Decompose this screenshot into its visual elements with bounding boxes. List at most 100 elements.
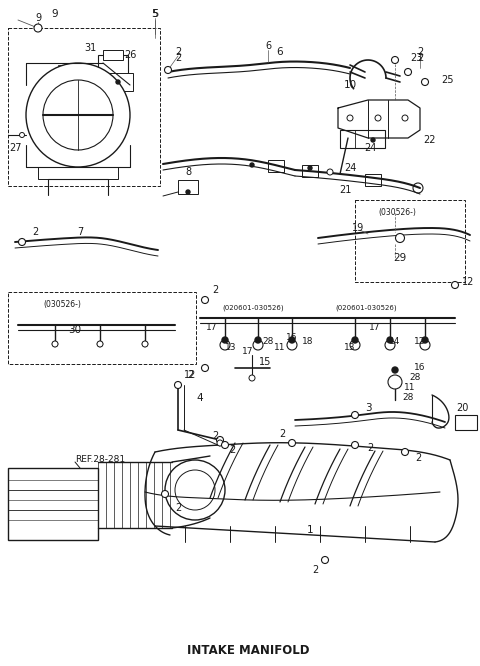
Circle shape [52,341,58,347]
Text: 13: 13 [225,344,237,352]
Circle shape [452,282,458,288]
Circle shape [43,80,113,150]
Bar [58,65,83,87]
Text: 13: 13 [344,344,356,352]
Text: 17: 17 [206,324,218,332]
Text: 25: 25 [442,75,454,85]
Text: 26: 26 [124,50,136,60]
Text: (030526-): (030526-) [43,300,81,310]
Circle shape [116,80,120,84]
Circle shape [186,190,190,194]
Circle shape [421,79,429,85]
Text: 12: 12 [414,338,426,346]
Text: 2: 2 [279,429,285,439]
Bar [365,174,381,186]
Text: 11: 11 [404,384,416,392]
Text: 15: 15 [259,357,271,367]
Text: 23: 23 [410,53,422,63]
Text: 2: 2 [175,53,181,63]
Bar [103,50,123,60]
Circle shape [388,375,402,389]
Circle shape [220,340,230,350]
Bar [455,415,477,430]
Circle shape [19,238,25,246]
Circle shape [165,460,225,520]
Bar [340,130,385,148]
Text: 8: 8 [185,167,191,177]
Text: 2: 2 [415,453,421,463]
Text: 27: 27 [9,143,21,153]
Text: 9: 9 [52,9,58,19]
Circle shape [392,57,398,63]
Text: 19: 19 [352,223,364,233]
Circle shape [287,340,297,350]
Text: 4: 4 [197,393,204,403]
Circle shape [289,337,295,343]
Circle shape [202,296,208,304]
Circle shape [175,382,181,388]
Text: 6: 6 [265,41,271,51]
Bar [268,160,284,172]
Circle shape [308,166,312,170]
Bar [8,28,160,186]
Text: 14: 14 [389,338,401,346]
Text: 31: 31 [84,43,96,53]
Bar [8,292,196,364]
Circle shape [143,342,147,346]
Circle shape [142,341,148,347]
Text: 20: 20 [456,403,468,413]
Circle shape [97,342,103,346]
Circle shape [401,448,408,456]
Text: 16: 16 [286,334,298,342]
Circle shape [165,67,171,73]
Text: 17: 17 [369,324,381,332]
Text: 17: 17 [242,348,254,356]
Text: 2: 2 [367,443,373,453]
Circle shape [351,442,359,448]
Circle shape [253,340,263,350]
Text: 5: 5 [152,9,158,19]
Circle shape [347,115,353,121]
Text: 29: 29 [394,253,407,263]
Circle shape [405,69,411,75]
Bar [38,167,118,179]
Circle shape [371,138,375,142]
Circle shape [221,442,228,448]
Text: 2: 2 [417,47,423,57]
Circle shape [255,337,261,343]
Bar [108,73,133,91]
Text: 11: 11 [274,344,286,352]
Circle shape [222,337,228,343]
Circle shape [322,557,328,563]
Circle shape [413,183,423,193]
Text: INTAKE MANIFOLD: INTAKE MANIFOLD [187,643,309,657]
Bar [355,200,465,282]
Bar [8,468,98,540]
Circle shape [26,63,130,167]
Circle shape [20,133,24,137]
Text: 7: 7 [77,227,83,237]
Text: 21: 21 [339,185,351,195]
Text: 12: 12 [462,277,474,287]
Text: 6: 6 [276,47,283,57]
Circle shape [422,337,428,343]
Text: 30: 30 [69,325,82,335]
Circle shape [402,115,408,121]
Text: 16: 16 [414,364,426,372]
Text: 10: 10 [343,80,357,90]
Text: 28: 28 [409,374,420,382]
Bar [178,180,198,194]
Circle shape [249,375,255,381]
Text: (030526-): (030526-) [378,208,416,218]
Bar [98,55,128,75]
Text: 2: 2 [417,53,423,63]
Circle shape [250,163,254,167]
Circle shape [387,337,393,343]
Circle shape [351,412,359,418]
Text: 24: 24 [344,163,356,173]
Text: 2: 2 [212,431,218,441]
Circle shape [216,436,224,444]
Text: 2: 2 [229,445,235,455]
Text: 2: 2 [175,47,181,57]
Circle shape [385,340,395,350]
